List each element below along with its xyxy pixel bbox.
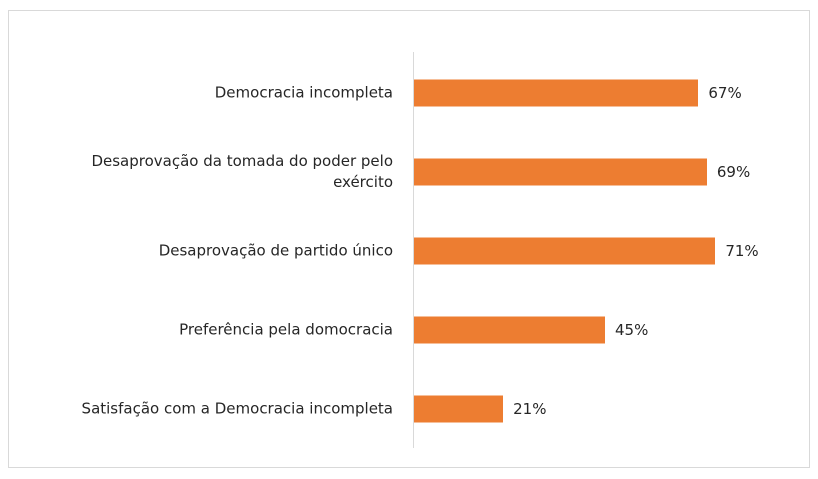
bar xyxy=(414,316,605,343)
bar xyxy=(414,79,699,106)
bar xyxy=(414,395,504,422)
value-label: 45% xyxy=(615,320,649,339)
category-label: Democracia incompleta xyxy=(214,83,393,101)
value-label: 71% xyxy=(725,241,759,260)
value-label: 67% xyxy=(708,83,742,102)
category-label: Preferência pela domocracia xyxy=(179,320,393,338)
category-label: Desaprovação de partido único xyxy=(158,241,393,259)
bar xyxy=(414,158,707,185)
bar xyxy=(414,237,716,264)
category-label: Desaprovação da tomada do poder pelo exé… xyxy=(91,151,393,191)
value-label: 21% xyxy=(513,399,547,418)
value-label: 69% xyxy=(716,162,751,181)
category-axis xyxy=(413,52,414,448)
chart-frame xyxy=(8,10,810,468)
category-label: Satisfação com a Democracia incompleta xyxy=(81,399,393,417)
